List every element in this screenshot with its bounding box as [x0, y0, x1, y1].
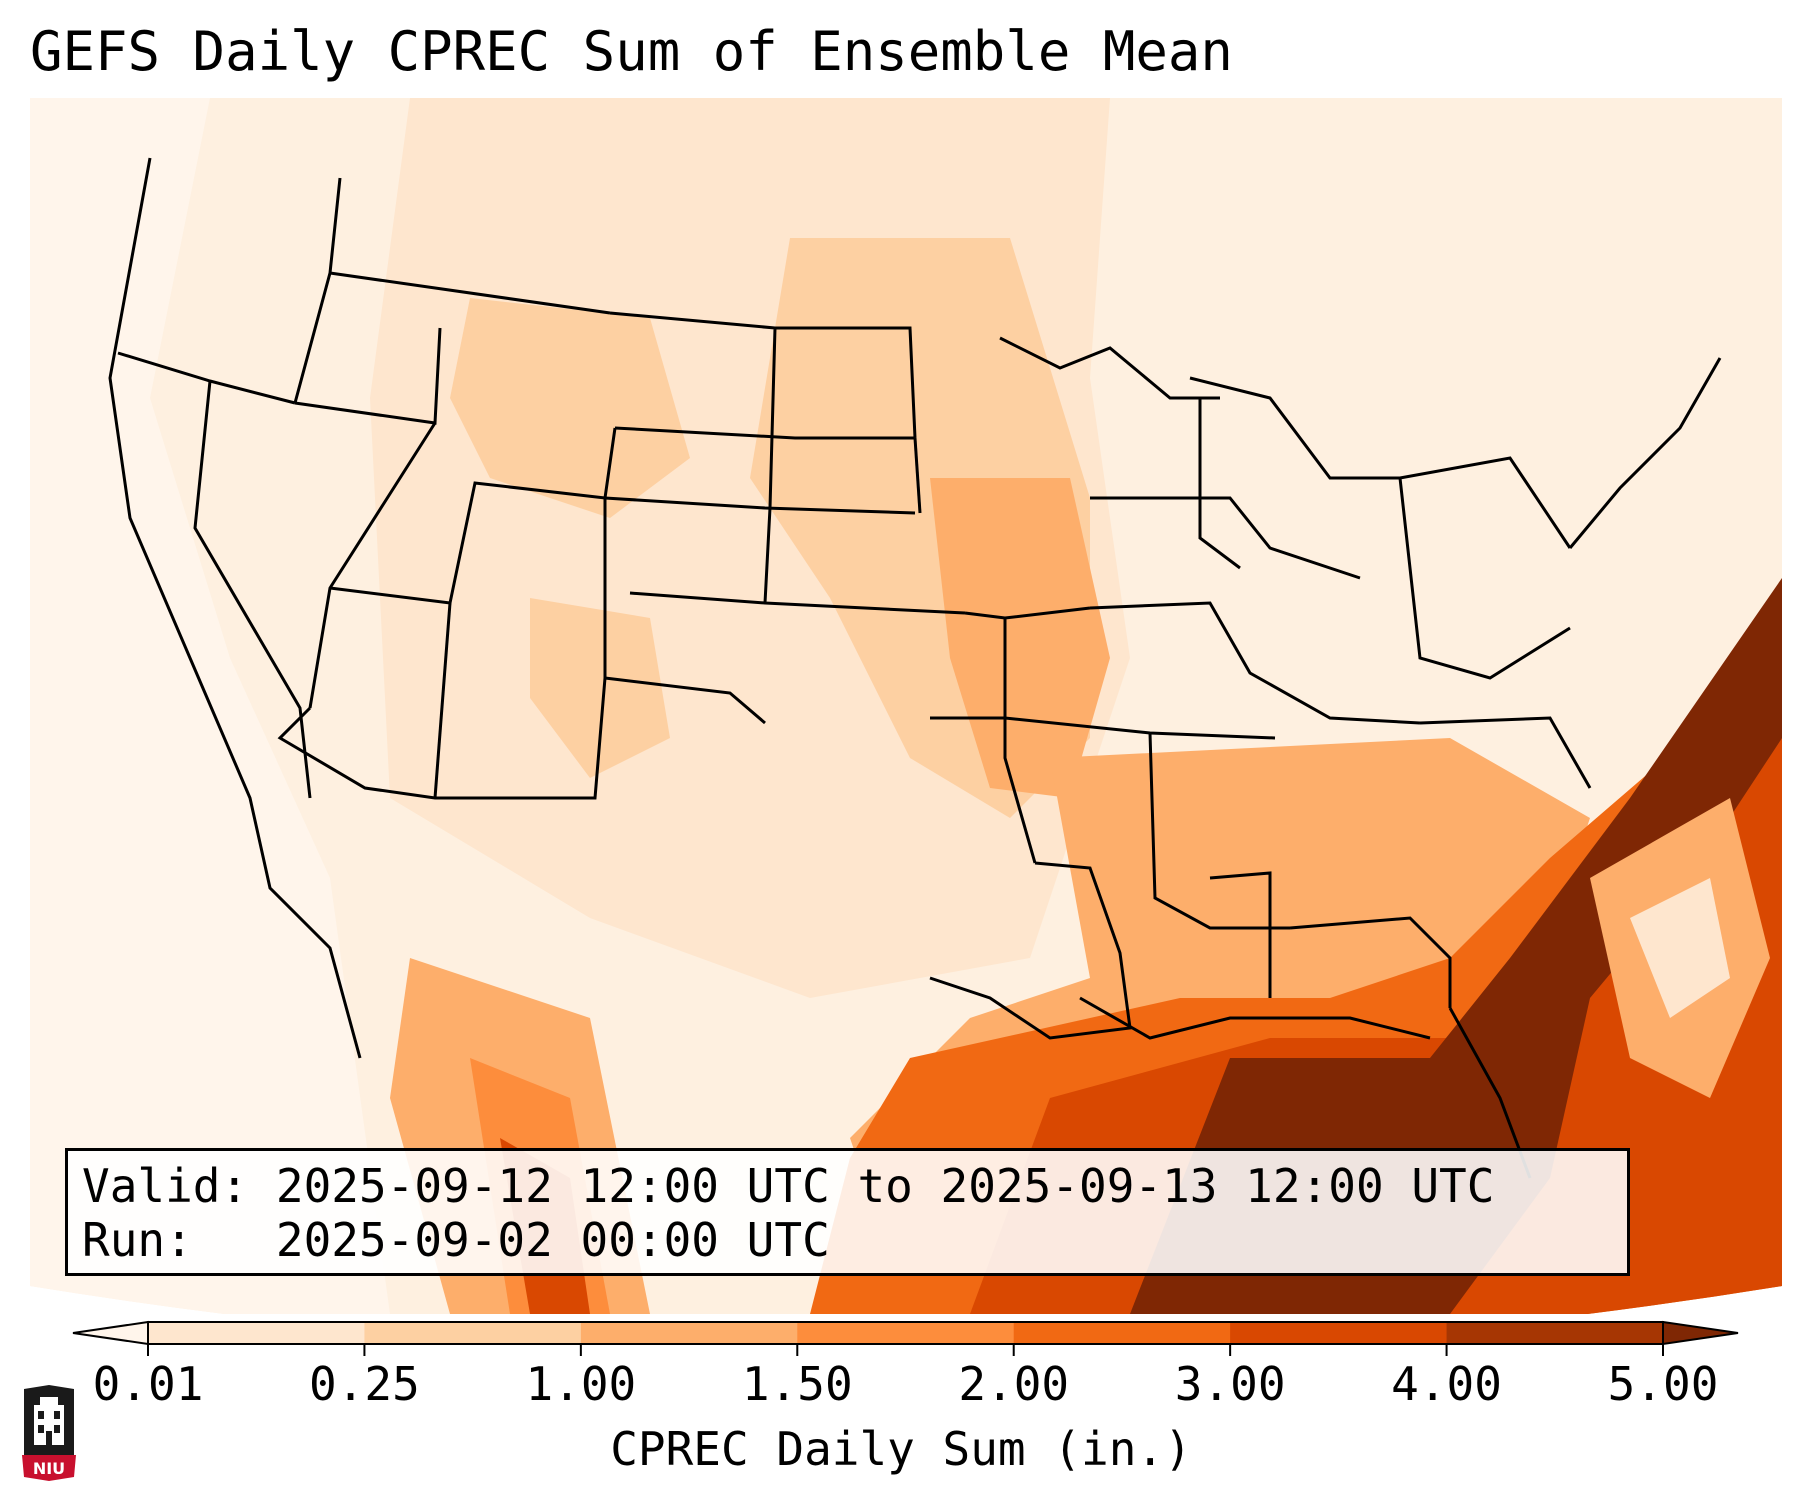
precip-field — [30, 98, 1782, 1314]
run-label: Run: — [82, 1213, 193, 1267]
niu-logo: NIU — [20, 1385, 78, 1481]
colorbar-tick-label: 0.01 — [93, 1357, 204, 1411]
colorbar-band — [1013, 1322, 1231, 1344]
map-title: GEFS Daily CPREC Sum of Ensemble Mean — [30, 20, 1233, 83]
colorbar-tick-label: 3.00 — [1175, 1357, 1286, 1411]
colorbar-band — [148, 1322, 365, 1344]
valid-value: 2025-09-12 12:00 UTC to 2025-09-13 12:00… — [275, 1159, 1495, 1213]
colorbar-extend-low — [72, 1320, 149, 1346]
colorbar-label: CPREC Daily Sum (in.) — [610, 1422, 1192, 1476]
colorbar-svg: 0.01 0.25 1.00 1.50 2.00 3.00 4.00 5.00 CPREC D… — [72, 1320, 1739, 1476]
map-panel — [30, 98, 1782, 1314]
colorbar-band — [364, 1322, 582, 1344]
colorbar-band — [580, 1322, 798, 1344]
colorbar-tick-label: 2.00 — [958, 1357, 1069, 1411]
colorbar-outline — [147, 1321, 1664, 1345]
colorbar-tick-label: 1.50 — [742, 1357, 853, 1411]
colorbar-band — [1446, 1322, 1664, 1344]
colorbar-tick-label: 0.25 — [309, 1357, 420, 1411]
state-boundaries — [108, 157, 1722, 1179]
colorbar-tick-label: 4.00 — [1391, 1357, 1502, 1411]
precip-map — [30, 98, 1782, 1314]
valid-label: Valid: — [82, 1159, 249, 1213]
colorbar-band — [1230, 1322, 1448, 1344]
colorbar: 0.01 0.25 1.00 1.50 2.00 3.00 4.00 5.00 CPREC D… — [0, 1310, 1803, 1500]
colorbar-tick-label: 1.00 — [525, 1357, 636, 1411]
colorbar-band — [797, 1322, 1015, 1344]
svg-text:NIU: NIU — [33, 1459, 65, 1478]
colorbar-extend-high — [1662, 1320, 1739, 1346]
colorbar-tick-label: 5.00 — [1608, 1357, 1719, 1411]
validity-info-box: Valid: 2025-09-12 12:00 UTC to 2025-09-1… — [65, 1148, 1630, 1276]
run-value: 2025-09-02 00:00 UTC — [275, 1213, 830, 1267]
